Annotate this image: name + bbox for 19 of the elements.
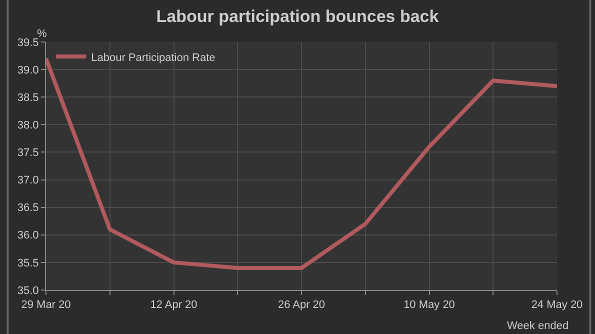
y-tick-label: 36.0 <box>17 230 39 242</box>
x-tick-label: 12 Apr 20 <box>150 299 198 312</box>
x-axis-title: Week ended <box>507 320 569 332</box>
y-tick-label: 38.5 <box>17 92 39 104</box>
x-tick-label: 26 Apr 20 <box>278 299 326 312</box>
y-axis-title: % <box>37 28 47 40</box>
legend-label: Labour Participation Rate <box>91 52 216 64</box>
x-tick-label: 24 May 20 <box>531 299 583 312</box>
y-tick-label: 39.5 <box>17 36 39 49</box>
x-tick-label: 29 Mar 20 <box>21 299 71 312</box>
chart-title: Labour participation bounces back <box>156 6 440 26</box>
y-tick-label: 37.0 <box>17 174 39 187</box>
y-tick-label: 37.5 <box>17 147 39 160</box>
y-tick-label: 35.5 <box>17 257 39 270</box>
y-tick-label: 39.0 <box>17 64 39 76</box>
y-tick-label: 38.0 <box>17 120 39 132</box>
y-tick-label: 35.0 <box>17 284 39 297</box>
x-tick-label: 10 May 20 <box>404 299 455 312</box>
y-tick-label: 36.5 <box>17 202 39 214</box>
